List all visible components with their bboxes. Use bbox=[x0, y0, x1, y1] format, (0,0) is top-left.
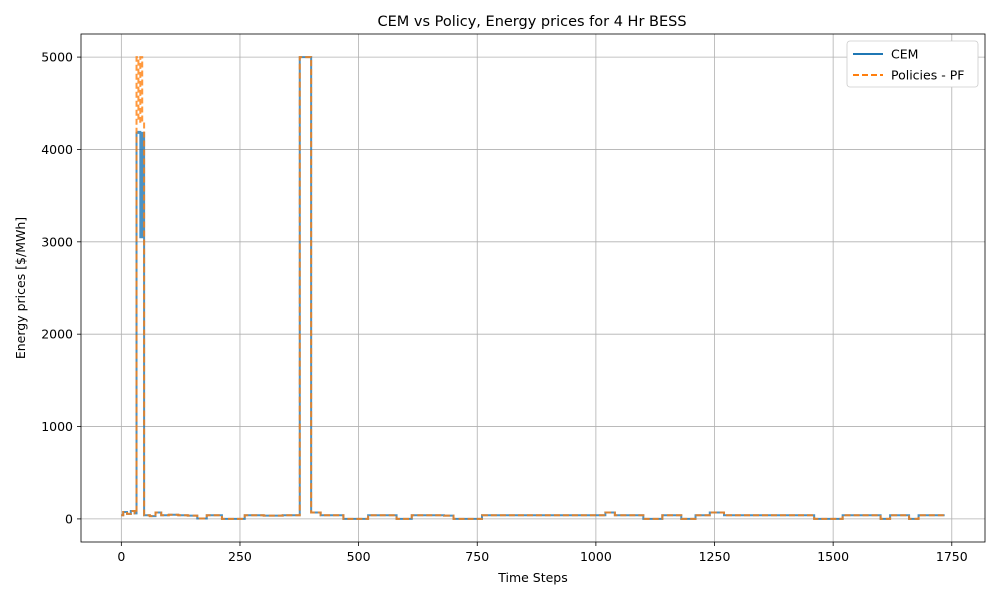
y-tick-label: 4000 bbox=[41, 142, 73, 157]
series-layer bbox=[121, 56, 945, 520]
y-tick-label: 5000 bbox=[41, 50, 73, 65]
x-tick-label: 250 bbox=[228, 549, 252, 564]
x-tick-label: 0 bbox=[117, 549, 125, 564]
y-axis-label: Energy prices [$/MWh] bbox=[13, 217, 28, 359]
y-tick-label: 1000 bbox=[41, 419, 73, 434]
plot-frame bbox=[80, 33, 986, 543]
legend-label-cem: CEM bbox=[891, 47, 918, 62]
y-tick-label: 3000 bbox=[41, 234, 73, 249]
x-tick-label: 1250 bbox=[699, 549, 731, 564]
x-tick-label: 500 bbox=[347, 549, 371, 564]
x-tick-label: 1500 bbox=[817, 549, 849, 564]
chart-title: CEM vs Policy, Energy prices for 4 Hr BE… bbox=[377, 14, 686, 30]
legend-box bbox=[846, 40, 979, 88]
y-axis: 0 1000 2000 3000 4000 5000 bbox=[41, 50, 81, 526]
series-line-cem bbox=[121, 56, 945, 520]
x-axis-label: Time Steps bbox=[497, 570, 568, 585]
x-axis: 0 250 500 750 1000 1250 1500 1750 bbox=[117, 542, 968, 564]
x-tick-label: 1000 bbox=[580, 549, 612, 564]
y-gridlines bbox=[81, 56, 985, 520]
legend-label-policies: Policies - PF bbox=[891, 68, 964, 83]
y-tick-label: 0 bbox=[65, 511, 73, 526]
y-tick-label: 2000 bbox=[41, 327, 73, 342]
x-tick-label: 1750 bbox=[936, 549, 968, 564]
series-line-policies-pf bbox=[121, 56, 945, 520]
x-tick-label: 750 bbox=[465, 549, 489, 564]
legend: CEM Policies - PF bbox=[846, 40, 979, 88]
x-gridlines bbox=[120, 34, 953, 542]
